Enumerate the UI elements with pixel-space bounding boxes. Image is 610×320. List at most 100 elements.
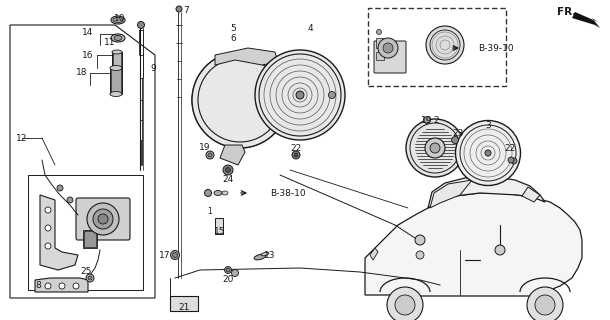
Bar: [215, 218, 223, 234]
Circle shape: [387, 287, 423, 320]
Ellipse shape: [406, 119, 464, 177]
Circle shape: [67, 197, 73, 203]
Circle shape: [527, 287, 563, 320]
Text: 5: 5: [230, 23, 236, 33]
Ellipse shape: [254, 254, 266, 260]
Circle shape: [86, 274, 94, 282]
Text: 9: 9: [150, 63, 156, 73]
Text: 25: 25: [81, 268, 92, 276]
Circle shape: [224, 267, 232, 274]
Text: 15: 15: [214, 228, 226, 236]
Text: B-38-10: B-38-10: [270, 188, 306, 197]
Bar: [170, 296, 198, 311]
Text: 22: 22: [290, 143, 301, 153]
Ellipse shape: [110, 66, 122, 70]
Ellipse shape: [255, 50, 345, 140]
Circle shape: [45, 207, 51, 213]
Bar: [111, 69, 121, 93]
Polygon shape: [428, 177, 545, 208]
Circle shape: [98, 214, 108, 224]
Bar: [28, 175, 143, 290]
Ellipse shape: [222, 191, 228, 195]
Text: FR.: FR.: [558, 7, 576, 17]
Ellipse shape: [261, 252, 269, 256]
Polygon shape: [522, 187, 540, 202]
Circle shape: [45, 283, 51, 289]
Circle shape: [206, 151, 214, 159]
Text: 21: 21: [178, 303, 190, 313]
Bar: [84, 231, 96, 247]
Circle shape: [294, 153, 298, 157]
FancyBboxPatch shape: [374, 41, 406, 73]
Circle shape: [508, 157, 514, 163]
Circle shape: [430, 143, 440, 153]
Text: 18: 18: [76, 68, 88, 76]
Polygon shape: [215, 48, 278, 65]
Circle shape: [511, 158, 517, 164]
Circle shape: [378, 38, 398, 58]
Ellipse shape: [113, 18, 123, 22]
Circle shape: [73, 283, 79, 289]
Polygon shape: [572, 12, 600, 28]
Circle shape: [88, 276, 92, 280]
Ellipse shape: [214, 190, 222, 196]
Circle shape: [376, 29, 381, 35]
Text: 7: 7: [183, 5, 189, 14]
Text: 23: 23: [452, 129, 464, 138]
FancyBboxPatch shape: [76, 198, 130, 240]
Circle shape: [296, 91, 304, 99]
Circle shape: [59, 283, 65, 289]
Text: 12: 12: [16, 133, 27, 142]
Circle shape: [171, 251, 179, 260]
Circle shape: [226, 268, 230, 272]
Bar: [376, 38, 384, 48]
Text: 2: 2: [433, 116, 439, 124]
Circle shape: [137, 21, 145, 28]
Bar: [110, 68, 122, 94]
Circle shape: [45, 243, 51, 249]
Text: 1: 1: [207, 207, 212, 217]
Polygon shape: [365, 193, 582, 296]
Circle shape: [416, 251, 424, 259]
Bar: [368, 8, 506, 86]
Ellipse shape: [456, 121, 520, 186]
Circle shape: [226, 167, 231, 172]
Circle shape: [87, 203, 119, 235]
Circle shape: [173, 252, 178, 258]
Ellipse shape: [114, 36, 122, 41]
Circle shape: [395, 295, 415, 315]
Polygon shape: [370, 248, 378, 260]
Circle shape: [495, 245, 505, 255]
Text: 13: 13: [264, 251, 276, 260]
Text: 20: 20: [222, 276, 234, 284]
Text: 22: 22: [504, 143, 515, 153]
Circle shape: [208, 153, 212, 157]
Ellipse shape: [112, 50, 122, 54]
Circle shape: [93, 209, 113, 229]
Text: 17: 17: [159, 251, 170, 260]
Ellipse shape: [110, 92, 122, 97]
Polygon shape: [35, 278, 88, 292]
Circle shape: [425, 138, 445, 158]
Text: 4: 4: [307, 23, 313, 33]
Circle shape: [535, 295, 555, 315]
Bar: [376, 52, 384, 60]
Circle shape: [57, 185, 63, 191]
Ellipse shape: [111, 16, 125, 24]
Ellipse shape: [192, 52, 288, 148]
Polygon shape: [430, 180, 472, 208]
Circle shape: [451, 137, 459, 143]
Text: 19: 19: [199, 142, 210, 151]
Circle shape: [204, 189, 212, 196]
Bar: [112, 52, 122, 72]
Text: 24: 24: [223, 174, 234, 183]
Circle shape: [45, 225, 51, 231]
Circle shape: [329, 92, 336, 99]
Bar: [83, 230, 97, 248]
Text: 6: 6: [230, 34, 236, 43]
Text: B-39-10: B-39-10: [478, 44, 514, 52]
Circle shape: [423, 116, 431, 124]
Text: 16: 16: [82, 51, 94, 60]
Ellipse shape: [111, 34, 125, 42]
Text: 19: 19: [422, 116, 432, 124]
